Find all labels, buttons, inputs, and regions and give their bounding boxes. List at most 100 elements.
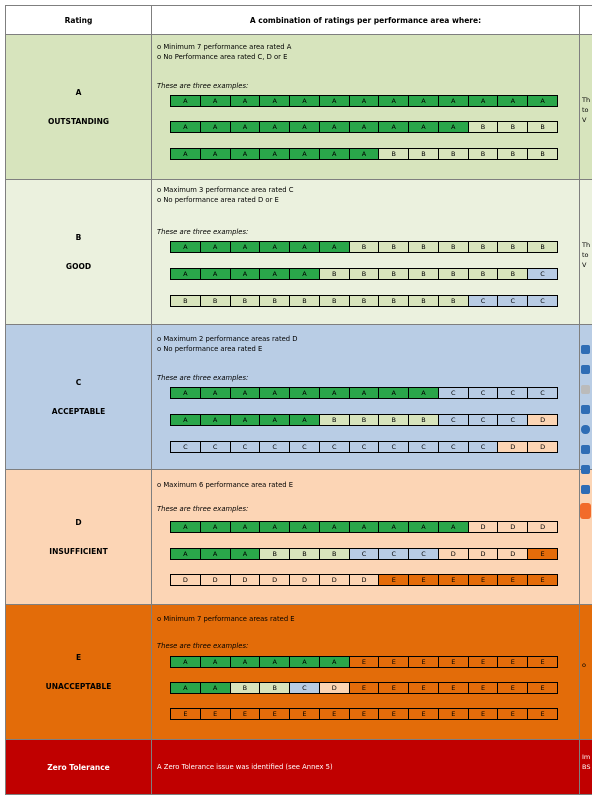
rating-row: B GOOD o Maximum 3 performance area rated … <box>5 180 592 325</box>
grade-cell: D <box>528 522 557 532</box>
grade-cell: E <box>379 657 410 667</box>
grade-cell: E <box>379 709 410 719</box>
side-text: to <box>582 250 589 259</box>
grade-cell: A <box>379 522 410 532</box>
grade-cell: C <box>200 442 231 452</box>
grade-cell: E <box>171 709 201 719</box>
grade-cell: A <box>200 415 231 425</box>
tool-icon[interactable] <box>581 365 590 374</box>
rating-cell: B GOOD <box>5 180 152 324</box>
grade-cell: E <box>468 683 499 693</box>
grade-cell: B <box>290 296 320 306</box>
grade-cell: C <box>468 296 499 306</box>
rating-row: E UNACCEPTABLE o Minimum 7 performance are… <box>5 605 592 740</box>
criterion: o No performance area rated E <box>157 345 263 353</box>
grade-cell: B <box>319 415 350 425</box>
grade-cell: B <box>468 149 499 159</box>
grade-cell: B <box>379 269 410 279</box>
grade-cell: B <box>379 149 410 159</box>
tool-icon[interactable] <box>581 385 590 394</box>
grade-cell: C <box>379 442 410 452</box>
grade-cell: B <box>409 149 439 159</box>
grade-cell: B <box>438 296 469 306</box>
tool-icon[interactable] <box>580 503 591 519</box>
side-cell: Th to V <box>580 180 592 324</box>
grade-cell: B <box>438 149 469 159</box>
grade-cell: A <box>290 96 320 106</box>
grade-cell: A <box>230 657 261 667</box>
grade-cell: B <box>438 242 469 252</box>
rating-name: ACCEPTABLE <box>51 407 106 416</box>
grade-cell: E <box>498 709 529 719</box>
rating-cell: D INSUFFICIENT <box>5 470 152 604</box>
tool-icon[interactable] <box>581 405 590 414</box>
side-text: Th <box>582 240 591 249</box>
grade-cell: A <box>438 96 469 106</box>
grade-cell: C <box>468 388 499 398</box>
grade-cell: A <box>200 149 231 159</box>
combination-header: A combination of ratings per performance… <box>152 6 580 34</box>
grade-cell: B <box>468 122 499 132</box>
grade-cell: A <box>171 96 201 106</box>
grade-cell: A <box>171 415 201 425</box>
grade-cell: A <box>260 388 291 398</box>
grade-cell: C <box>468 415 499 425</box>
grade-cell: C <box>349 442 380 452</box>
grade-cell: A <box>260 522 291 532</box>
grade-cell: E <box>319 709 350 719</box>
grade-cell: A <box>200 242 231 252</box>
criteria-cell: o Maximum 3 performance area rated C o No… <box>152 180 580 324</box>
grade-cell: A <box>409 388 439 398</box>
grade-cell: A <box>171 549 201 559</box>
grade-cell: C <box>438 442 469 452</box>
tool-icon[interactable] <box>581 425 590 434</box>
grade-cell: B <box>528 122 557 132</box>
tool-icon[interactable] <box>581 345 590 354</box>
grade-cell: C <box>528 296 557 306</box>
grade-cell: E <box>498 575 529 585</box>
side-text: BS <box>582 763 591 771</box>
grade-cell: A <box>290 242 320 252</box>
grade-cell: A <box>379 96 410 106</box>
rating-letter: A <box>75 88 82 97</box>
grade-cell: C <box>528 388 557 398</box>
grade-cell: B <box>230 296 261 306</box>
grade-cell: E <box>200 709 231 719</box>
grade-cell: B <box>260 296 291 306</box>
grade-cell: D <box>290 575 320 585</box>
side-text: Th <box>582 95 591 104</box>
grade-cell: A <box>230 122 261 132</box>
grade-cell: B <box>379 296 410 306</box>
grade-cell: B <box>260 683 291 693</box>
grade-cell: B <box>349 242 380 252</box>
tool-icon[interactable] <box>581 465 590 474</box>
grade-cell: A <box>290 522 320 532</box>
grade-cell: E <box>528 575 557 585</box>
rating-cell: A OUTSTANDING <box>5 35 152 179</box>
criterion: o Maximum 2 performance areas rated D <box>157 335 298 343</box>
grade-cell: E <box>528 549 557 559</box>
floating-toolbar <box>580 345 591 519</box>
criterion: o Maximum 6 performance area rated E <box>157 481 294 489</box>
grade-cell: D <box>498 522 529 532</box>
tool-icon[interactable] <box>581 485 590 494</box>
grade-cell: E <box>528 683 557 693</box>
grade-cell: B <box>319 296 350 306</box>
grade-cell: B <box>468 242 499 252</box>
grade-cell: D <box>200 575 231 585</box>
grade-cell: A <box>409 122 439 132</box>
tool-icon[interactable] <box>581 445 590 454</box>
grade-cell: A <box>230 242 261 252</box>
grade-cell: D <box>230 575 261 585</box>
rating-row: A OUTSTANDING o Minimum 7 performance area… <box>5 35 592 180</box>
grade-cell: B <box>528 149 557 159</box>
criterion: o Minimum 7 performance areas rated E <box>157 615 295 623</box>
grade-cell: A <box>260 149 291 159</box>
grade-cell: B <box>379 242 410 252</box>
grade-cell: A <box>260 96 291 106</box>
rating-row: D INSUFFICIENT o Maximum 6 performance are… <box>5 470 592 605</box>
